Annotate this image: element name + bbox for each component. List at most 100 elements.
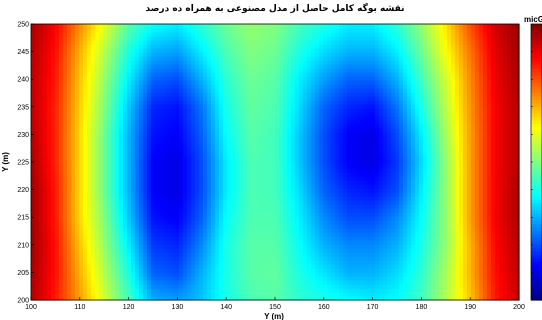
heatmap-cell [479,256,484,261]
heatmap-cell [203,208,208,213]
heatmap-cell [271,148,276,153]
heatmap-cell [291,204,296,209]
heatmap-cell [83,224,88,229]
heatmap-cell [55,288,60,293]
heatmap-cell [455,192,460,197]
heatmap-cell [115,168,120,173]
heatmap-cell [207,224,212,229]
heatmap-cell [199,184,204,189]
heatmap-cell [459,200,464,205]
heatmap-cell [375,168,380,173]
heatmap-cell [255,268,260,273]
heatmap-cell [167,220,172,225]
heatmap-cell [359,204,364,209]
heatmap-cell [347,264,352,269]
heatmap-cell [231,252,236,257]
heatmap-cell [475,220,480,225]
heatmap-cell [427,192,432,197]
heatmap-cell [271,228,276,233]
heatmap-cell [171,212,176,217]
heatmap-cell [283,228,288,233]
heatmap-cell [459,176,464,181]
heatmap-cell [55,272,60,277]
heatmap-cell [499,228,504,233]
heatmap-cell [127,224,132,229]
heatmap-cell [167,264,172,269]
heatmap-cell [423,228,428,233]
heatmap-cell [63,252,68,257]
heatmap-cell [503,220,508,225]
heatmap-cell [67,204,72,209]
heatmap-cell [459,248,464,253]
heatmap-cell [507,220,512,225]
heatmap-cell [387,244,392,249]
heatmap-cell [59,288,64,293]
heatmap-cell [403,256,408,261]
heatmap-cell [379,220,384,225]
heatmap-cell [231,152,236,157]
heatmap-cell [399,252,404,257]
heatmap-cell [179,204,184,209]
heatmap-cell [491,140,496,145]
heatmap-cell [223,280,228,285]
heatmap-cell [443,268,448,273]
heatmap-cell [163,200,168,205]
heatmap-cell [211,240,216,245]
heatmap-cell [95,228,100,233]
heatmap-cell [271,248,276,253]
heatmap-cell [399,216,404,221]
heatmap-cell [351,148,356,153]
heatmap-cell [87,244,92,249]
heatmap-cell [155,288,160,293]
heatmap-cell [227,152,232,157]
heatmap-cell [79,284,84,289]
heatmap-cell [471,288,476,293]
heatmap-cell [243,136,248,141]
heatmap-cell [263,260,268,265]
heatmap-cell [143,272,148,277]
heatmap-cell [515,192,520,197]
heatmap-cell [47,252,52,257]
heatmap-cell [395,232,400,237]
heatmap-cell [267,260,272,265]
heatmap-cell [247,216,252,221]
heatmap-cell [395,284,400,289]
heatmap-cell [403,236,408,241]
heatmap-cell [419,156,424,161]
heatmap-cell [335,284,340,289]
heatmap-cell [111,212,116,217]
heatmap-cell [215,268,220,273]
heatmap-cell [375,136,380,141]
heatmap-cell [259,276,264,281]
heatmap-cell [55,136,60,141]
heatmap-cell [71,176,76,181]
heatmap-cell [379,256,384,261]
heatmap-cell [39,160,44,165]
heatmap-cell [155,252,160,257]
heatmap-cell [63,244,68,249]
heatmap-cell [99,144,104,149]
heatmap-cell [359,288,364,293]
heatmap-cell [135,236,140,241]
heatmap-cell [299,276,304,281]
heatmap-cell [47,268,52,273]
heatmap-cell [155,180,160,185]
heatmap-cell [191,212,196,217]
heatmap-cell [259,256,264,261]
heatmap-cell [447,228,452,233]
heatmap-cell [487,244,492,249]
heatmap-cell [87,280,92,285]
heatmap-cell [199,268,204,273]
heatmap-cell [127,272,132,277]
heatmap-cell [391,148,396,153]
heatmap-cell [223,228,228,233]
heatmap-cell [155,212,160,217]
heatmap-cell [79,144,84,149]
heatmap-cell [263,240,268,245]
heatmap-cell [39,192,44,197]
heatmap-cell [447,292,452,297]
heatmap-cell [351,244,356,249]
heatmap-cell [507,296,512,301]
heatmap-cell [183,180,188,185]
heatmap-cell [299,204,304,209]
